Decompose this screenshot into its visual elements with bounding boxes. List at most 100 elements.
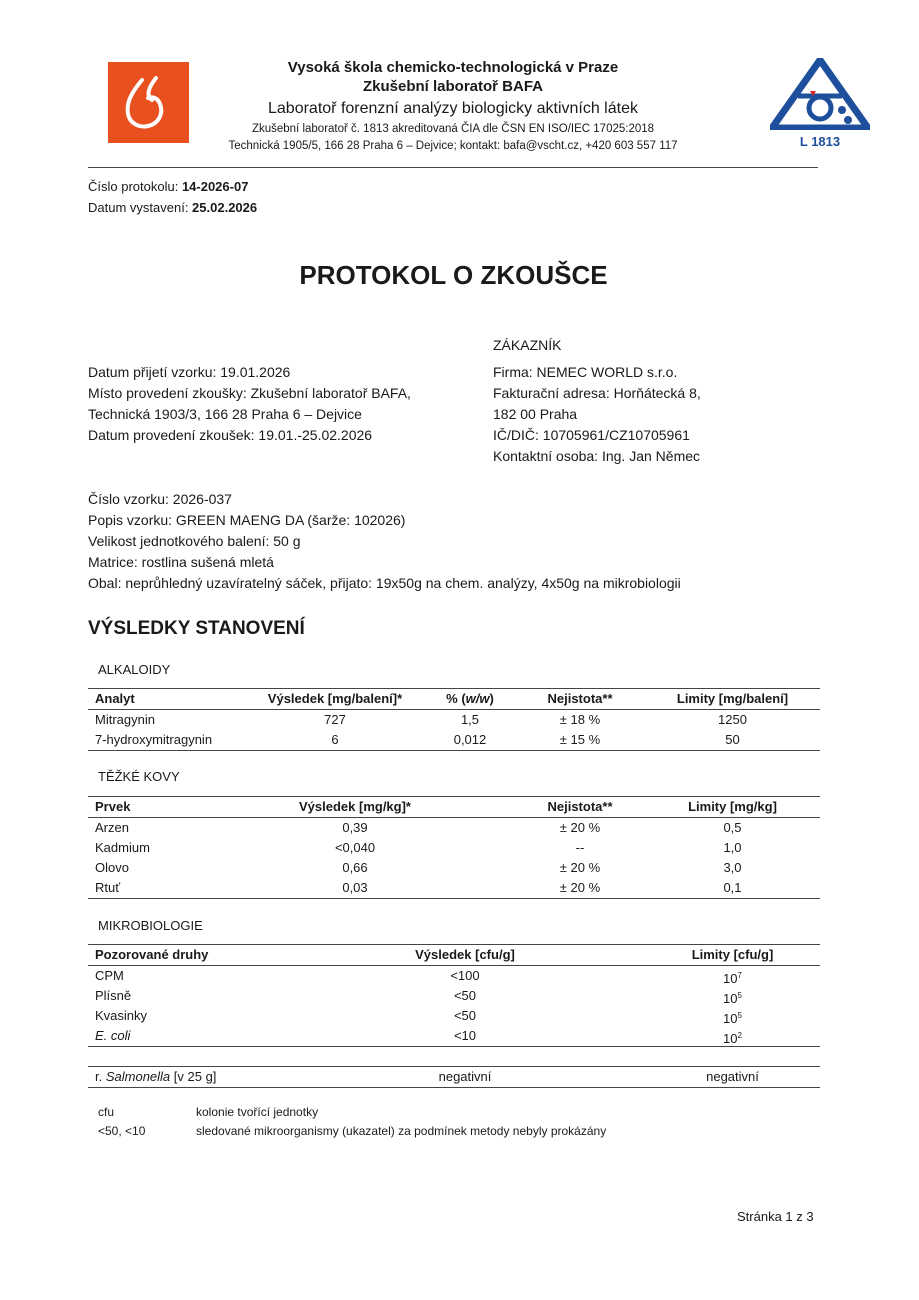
cell: 6 (331, 732, 339, 747)
table-row: Kvasinky <50 105 (88, 1006, 820, 1026)
cell: ± 20 % (559, 880, 601, 895)
cell: negativní (438, 1069, 492, 1084)
cell: 1,0 (723, 840, 742, 855)
metals-table: Prvek Výsledek [mg/kg]* Nejistota** Limity … (88, 796, 820, 899)
cell: 1250 (718, 712, 747, 727)
cell: E. coli (95, 1028, 131, 1043)
customer-line: IČ/DIČ: 10705961/CZ10705961 (493, 427, 690, 443)
cell: Rtuť (95, 880, 121, 895)
cell: ± 20 % (559, 820, 601, 835)
sample-line: Matrice: rostlina sušená mletá (88, 554, 274, 570)
cell: Plísně (95, 988, 132, 1003)
cell: 727 (324, 712, 346, 727)
alkaloids-heading: ALKALOIDY (98, 662, 171, 677)
col-header: Limity [cfu/g] (691, 947, 774, 962)
table-header: Pozorované druhy Výsledek [cfu/g] Limity [… (88, 944, 820, 966)
cell: 0,5 (723, 820, 742, 835)
info-line: Datum přijetí vzorku: 19.01.2026 (88, 364, 291, 380)
sample-line: Obal: neprůhledný uzavíratelný sáček, př… (88, 575, 681, 591)
cell: ± 15 % (559, 732, 601, 747)
col-header: Výsledek [mg/kg]* (299, 799, 411, 814)
col-header: Prvek (95, 799, 131, 814)
col-header: Nejistota** (547, 799, 613, 814)
cell: 3,0 (723, 860, 742, 875)
cell: Kadmium (95, 840, 150, 855)
customer-line: 182 00 Praha (493, 406, 578, 422)
cell: <50 (453, 1008, 477, 1023)
sample-line: Velikost jednotkového balení: 50 g (88, 533, 301, 549)
cell: 0,012 (453, 732, 487, 747)
cell: 0,39 (342, 820, 368, 835)
page-title: PROTOKOL O ZKOUŠCE (299, 260, 608, 290)
cell: -- (575, 840, 585, 855)
table-row: E. coli <10 102 (88, 1026, 820, 1046)
cell: ± 20 % (559, 860, 601, 875)
lab-name: Zkušební laboratoř BAFA (362, 78, 544, 95)
cell: 7-hydroxymitragynin (95, 732, 213, 747)
sample-info: Číslo vzorku: 2026-037 Popis vzorku: GRE… (88, 489, 681, 594)
lab-contact: Technická 1905/5, 166 28 Praha 6 – Dejvi… (228, 140, 678, 152)
col-header: Nejistota** (547, 691, 613, 706)
test-info: Datum přijetí vzorku: 19.01.2026 Místo p… (88, 362, 411, 446)
col-header: Výsledek [mg/balení]* (267, 691, 403, 706)
cell: <10 (453, 1028, 477, 1043)
alkaloids-table: Analyt Výsledek [mg/balení]* % (w/w) Nej… (88, 688, 820, 751)
cell: 50 (725, 732, 740, 747)
footnote: <50, <10 sledované mikroorganismy (ukazat… (98, 1124, 607, 1138)
col-header: % (w/w) (446, 691, 494, 706)
customer-heading: ZÁKAZNÍK (493, 337, 562, 353)
cell: Olovo (95, 860, 129, 875)
table-row: Rtuť 0,03 ± 20 % 0,1 (88, 878, 820, 898)
lab-subtitle: Laboratoř forenzní analýzy biologicky ak… (268, 100, 638, 117)
info-line: Datum provedení zkoušek: 19.01.-25.02.20… (88, 427, 373, 443)
col-header: Pozorované druhy (95, 947, 209, 962)
sample-line: Popis vzorku: GREEN MAENG DA (šarže: 102… (88, 512, 406, 528)
cell: ± 18 % (559, 712, 601, 727)
micro-heading: MIKROBIOLOGIE (98, 918, 203, 933)
cell: <50 (453, 988, 477, 1003)
col-header: Limity [mg/kg] (688, 799, 777, 814)
table-row: r. Salmonella [v 25 g] negativní negativ… (88, 1067, 820, 1087)
micro-table: Pozorované druhy Výsledek [cfu/g] Limity [… (88, 944, 820, 1047)
col-header: Výsledek [cfu/g] (415, 947, 515, 962)
table-row: Mitragynin 727 1,5 ± 18 % 1250 (88, 710, 820, 730)
footnote: cfu kolonie tvořící jednotky (98, 1105, 319, 1119)
info-line: Místo provedení zkoušky: Zkušební labora… (88, 385, 411, 401)
table-row: CPM <100 107 (88, 966, 820, 986)
cell: 105 (723, 991, 742, 1006)
cell: Arzen (95, 820, 129, 835)
header-divider (88, 167, 818, 168)
cell: negativní (706, 1069, 759, 1084)
col-header: Limity [mg/balení] (676, 691, 789, 706)
cell: 107 (723, 971, 742, 986)
logo-label: L 1813 (799, 134, 841, 149)
info-line: Technická 1903/3, 166 28 Praha 6 – Dejvi… (88, 406, 362, 422)
cia-accreditation-logo: L 1813 (765, 53, 875, 149)
protocol-number: Číslo protokolu: 14-2026-07 (88, 179, 249, 194)
cell: Mitragynin (95, 712, 155, 727)
cell: <0,040 (334, 840, 376, 855)
table-row: Arzen 0,39 ± 20 % 0,5 (88, 818, 820, 838)
table-header: Prvek Výsledek [mg/kg]* Nejistota** Limity … (88, 796, 820, 818)
cell: r. Salmonella [v 25 g] (95, 1069, 217, 1084)
cell: 1,5 (460, 712, 480, 727)
customer-line: Kontaktní osoba: Ing. Jan Němec (493, 448, 701, 464)
cell: 0,1 (723, 880, 742, 895)
results-heading: VÝSLEDKY STANOVENÍ (88, 618, 305, 639)
page-number: Stránka 1 z 3 (737, 1209, 814, 1224)
accreditation: Zkušební laboratoř č. 1813 akreditovaná … (251, 123, 655, 135)
salmonella-table: r. Salmonella [v 25 g] negativní negativ… (88, 1066, 820, 1088)
sample-line: Číslo vzorku: 2026-037 (88, 491, 232, 507)
issue-date: Datum vystavení: 25.02.2026 (88, 200, 258, 215)
table-row: Olovo 0,66 ± 20 % 3,0 (88, 858, 820, 878)
table-row: Plísně <50 105 (88, 986, 820, 1006)
customer-info: Firma: NEMEC WORLD s.r.o. Fakturační adr… (493, 362, 701, 467)
table-row: 7-hydroxymitragynin 6 0,012 ± 15 % 50 (88, 730, 820, 750)
cell: Kvasinky (95, 1008, 148, 1023)
cell: 105 (723, 1011, 742, 1026)
cell: CPM (95, 968, 124, 983)
table-row: Kadmium <0,040 -- 1,0 (88, 838, 820, 858)
metals-heading: TĚŽKÉ KOVY (98, 769, 180, 784)
table-header: Analyt Výsledek [mg/balení]* % (w/w) Nej… (88, 688, 820, 710)
